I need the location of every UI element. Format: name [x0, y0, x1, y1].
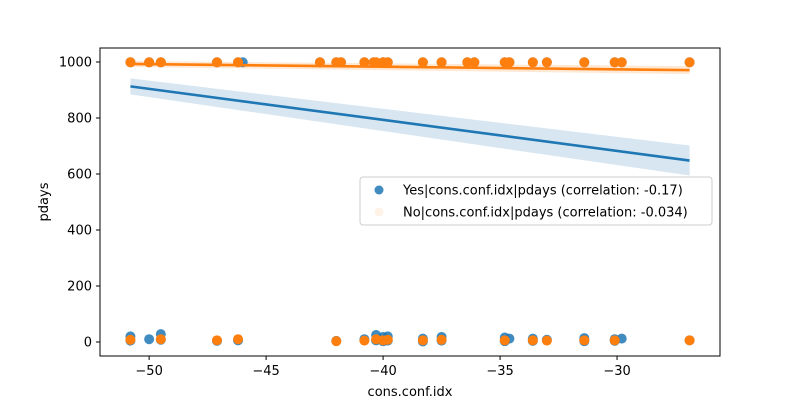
regression-line-yes	[130, 85, 690, 162]
data-point-no	[155, 334, 166, 345]
plot-frame	[99, 47, 721, 357]
x-tick-label: −30	[603, 364, 630, 379]
legend-marker	[374, 185, 384, 195]
data-point-no	[359, 57, 370, 68]
data-point-no	[436, 57, 447, 68]
x-axis-label: cons.conf.idx	[368, 385, 453, 400]
data-point-no	[616, 57, 627, 68]
y-tick-label: 400	[67, 224, 92, 239]
data-point-no	[504, 57, 515, 68]
data-point-no	[527, 335, 538, 346]
legend-marker	[374, 207, 384, 217]
x-tick-label: −35	[486, 364, 513, 379]
data-point-no	[417, 335, 428, 346]
plot-area	[125, 57, 695, 347]
data-point-no	[211, 335, 222, 346]
y-tick-label: 600	[67, 168, 92, 183]
confidence-band	[130, 78, 690, 176]
data-point-no	[469, 57, 480, 68]
data-point-no	[579, 57, 590, 68]
data-point-no	[541, 335, 552, 346]
data-point-no	[155, 57, 166, 68]
data-point-no	[417, 57, 428, 68]
data-point-no	[684, 57, 695, 68]
data-point-no	[609, 335, 620, 346]
data-point-no	[609, 57, 620, 68]
data-point-no	[335, 57, 346, 68]
data-point-no	[371, 57, 382, 68]
data-point-no	[499, 335, 510, 346]
legend: Yes|cons.conf.idx|pdays (correlation: -0…	[359, 176, 713, 226]
y-tick-label: 200	[67, 280, 92, 295]
x-tick-label: −50	[135, 364, 162, 379]
y-tick-label: 1000	[59, 56, 92, 71]
y-axis-label: pdays	[37, 182, 52, 221]
legend-box	[359, 176, 713, 226]
data-point-no	[125, 57, 136, 68]
data-point-no	[462, 57, 473, 68]
data-point-no	[527, 57, 538, 68]
data-point-no	[579, 335, 590, 346]
data-point-no	[684, 335, 695, 346]
data-point-no	[125, 334, 136, 345]
y-tick-label: 800	[67, 112, 92, 127]
data-point-no	[331, 336, 342, 347]
axes: −50 −45 −40 −35 −30 0 200 400 600 800 1000	[59, 47, 721, 379]
data-point-no	[382, 57, 393, 68]
data-point-no	[541, 57, 552, 68]
legend-entry-label: Yes|cons.conf.idx|pdays (correlation: -0…	[402, 184, 683, 199]
data-point-no	[359, 335, 370, 346]
x-tick-label: −40	[369, 364, 396, 379]
x-tick-label: −45	[252, 364, 279, 379]
data-point-no	[436, 334, 447, 345]
regression-line-no	[130, 62, 690, 72]
data-point-no	[144, 57, 155, 68]
data-point-no	[233, 334, 244, 345]
y-tick-label: 0	[84, 336, 92, 351]
data-point-no	[382, 334, 393, 345]
legend-entry-label: No|cons.conf.idx|pdays (correlation: -0.…	[403, 206, 688, 221]
data-point-yes	[144, 334, 155, 345]
